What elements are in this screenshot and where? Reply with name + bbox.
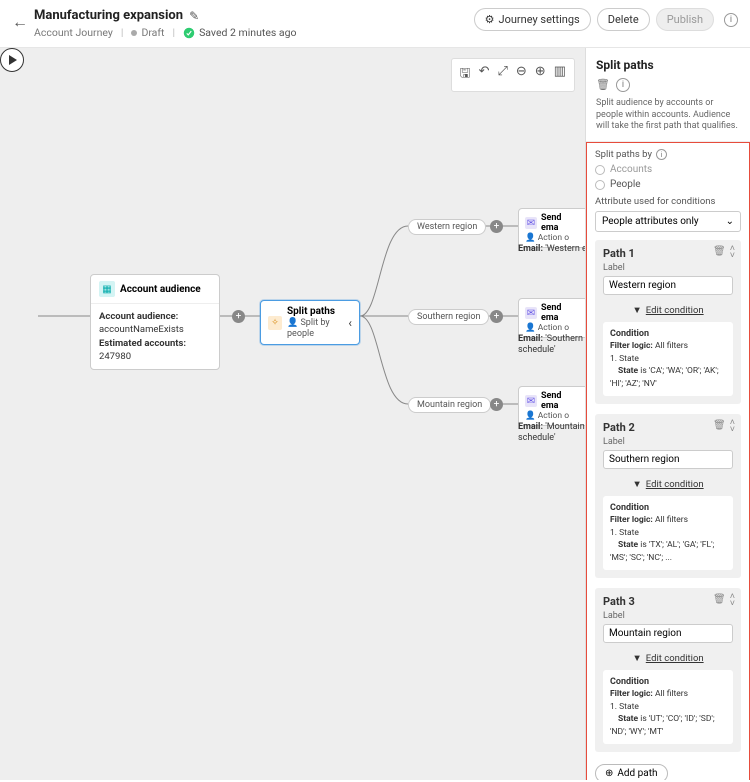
journey-subtitle: Account Journey bbox=[34, 26, 113, 39]
radio-accounts: Accounts bbox=[595, 164, 741, 175]
email-icon: ✉ bbox=[525, 217, 537, 229]
path-label-input[interactable] bbox=[603, 624, 733, 643]
split-title: Split paths bbox=[287, 306, 343, 317]
canvas-toolbar: 🖫 ↶ ⤢ ⊖ ⊕ ▥ bbox=[451, 58, 576, 92]
email-icon: ✉ bbox=[525, 307, 537, 319]
label-label: Label bbox=[603, 611, 733, 621]
plus-icon: ⊕ bbox=[605, 768, 613, 779]
email-desc: Email: 'Western e bbox=[518, 244, 585, 255]
label-label: Label bbox=[603, 263, 733, 273]
settings-icon: ⚙ bbox=[485, 13, 495, 26]
delete-path-icon[interactable]: 🗑 bbox=[713, 420, 726, 431]
map-icon[interactable]: ▥ bbox=[554, 64, 566, 86]
add-path-button[interactable]: ⊕ Add path bbox=[595, 764, 668, 780]
splitby-label: Split paths by i bbox=[595, 149, 741, 160]
path-card-3: Path 3 🗑 ˄ ˅ Label ▼ Edit condition Cond… bbox=[595, 588, 741, 752]
main: 🖫 ↶ ⤢ ⊖ ⊕ ▥ ▦ Account audience Account a bbox=[0, 48, 750, 780]
separator: | bbox=[172, 26, 175, 39]
audience-title: Account audience bbox=[120, 284, 201, 295]
radio-people: People bbox=[595, 179, 741, 190]
panel-desc: Split audience by accounts or people wit… bbox=[586, 98, 750, 142]
split-paths-node[interactable]: �branching ✧ Split paths 👤 Split by peop… bbox=[260, 300, 360, 345]
chevron-down-icon: ⌄ bbox=[726, 216, 734, 227]
path-label-input[interactable] bbox=[603, 276, 733, 295]
path-card-1: Path 1 🗑 ˄ ˅ Label ▼ Edit condition Cond… bbox=[595, 240, 741, 404]
path-card-2: Path 2 🗑 ˄ ˅ Label ▼ Edit condition Cond… bbox=[595, 414, 741, 578]
info-icon[interactable]: i bbox=[656, 149, 667, 160]
header-actions: ⚙ Journey settings Delete Publish i bbox=[474, 8, 738, 31]
save-icon[interactable]: 🖫 bbox=[460, 64, 471, 86]
condition-box: Condition Filter logic: All filters 1. S… bbox=[603, 496, 733, 570]
undo-icon[interactable]: ↶ bbox=[479, 64, 490, 86]
condition-box: Condition Filter logic: All filters 1. S… bbox=[603, 670, 733, 744]
add-node-plus[interactable]: + bbox=[490, 220, 503, 233]
path-pill-western[interactable]: Western region bbox=[408, 219, 486, 235]
audience-icon: ▦ bbox=[99, 281, 115, 297]
panel-title: Split paths bbox=[596, 58, 740, 72]
move-down-icon[interactable]: ˅ bbox=[730, 427, 735, 434]
edit-condition-link[interactable]: ▼ Edit condition bbox=[603, 653, 733, 664]
fit-icon[interactable]: ⤢ bbox=[497, 64, 507, 86]
filter-icon: ▼ bbox=[632, 305, 641, 316]
journey-settings-button[interactable]: ⚙ Journey settings bbox=[474, 8, 591, 31]
attr-label: Attribute used for conditions bbox=[595, 196, 741, 207]
attr-select[interactable]: People attributes only ⌄ bbox=[595, 211, 741, 232]
info-icon[interactable]: i bbox=[616, 78, 630, 92]
connectors bbox=[0, 48, 585, 780]
delete-node-icon[interactable]: 🗑 bbox=[596, 78, 610, 92]
saved-indicator: Saved 2 minutes ago bbox=[183, 26, 296, 39]
config-section: Split paths by i Accounts People Attribu… bbox=[586, 142, 750, 780]
publish-button: Publish bbox=[656, 8, 714, 31]
delete-path-icon[interactable]: 🗑 bbox=[713, 594, 726, 605]
header: ← Manufacturing expansion ✎ Account Jour… bbox=[0, 0, 750, 48]
add-node-plus[interactable]: + bbox=[490, 398, 503, 411]
properties-panel: Split paths 🗑 i Split audience by accoun… bbox=[585, 48, 750, 780]
title-block: Manufacturing expansion ✎ Account Journe… bbox=[34, 8, 474, 39]
info-icon[interactable]: i bbox=[724, 13, 738, 27]
send-email-node[interactable]: ✉Send ema 👤 Action o bbox=[518, 386, 585, 426]
journey-canvas[interactable]: 🖫 ↶ ⤢ ⊖ ⊕ ▥ ▦ Account audience Account a bbox=[0, 48, 585, 780]
move-down-icon[interactable]: ˅ bbox=[730, 253, 735, 260]
filter-icon: ▼ bbox=[632, 653, 641, 664]
edit-condition-link[interactable]: ▼ Edit condition bbox=[603, 305, 733, 316]
back-arrow-icon[interactable]: ← bbox=[12, 8, 34, 32]
email-desc: Email: 'Mountain schedule' bbox=[518, 422, 585, 444]
delete-path-icon[interactable]: 🗑 bbox=[713, 246, 726, 257]
add-node-plus[interactable]: + bbox=[232, 310, 245, 323]
split-sub: 👤 Split by people bbox=[287, 318, 330, 339]
chevron-left-icon[interactable]: ‹ bbox=[348, 316, 352, 330]
move-down-icon[interactable]: ˅ bbox=[730, 601, 735, 608]
journey-title: Manufacturing expansion bbox=[34, 8, 183, 23]
path-pill-southern[interactable]: Southern region bbox=[408, 309, 489, 325]
start-node[interactable] bbox=[0, 48, 24, 72]
path-label-input[interactable] bbox=[603, 450, 733, 469]
delete-button[interactable]: Delete bbox=[597, 8, 650, 31]
edit-title-icon[interactable]: ✎ bbox=[189, 9, 199, 23]
audience-node[interactable]: ▦ Account audience Account audience: acc… bbox=[90, 274, 220, 370]
filter-icon: ▼ bbox=[632, 479, 641, 490]
zoom-in-icon[interactable]: ⊕ bbox=[535, 64, 546, 86]
email-desc: Email: 'Southern schedule' bbox=[518, 334, 585, 356]
audience-body: Account audience: accountNameExists Esti… bbox=[91, 304, 219, 369]
add-node-plus[interactable]: + bbox=[490, 310, 503, 323]
zoom-out-icon[interactable]: ⊖ bbox=[516, 64, 527, 86]
email-icon: ✉ bbox=[525, 395, 537, 407]
separator: | bbox=[121, 26, 124, 39]
label-label: Label bbox=[603, 437, 733, 447]
path-pill-mountain[interactable]: Mountain region bbox=[408, 397, 491, 413]
edit-condition-link[interactable]: ▼ Edit condition bbox=[603, 479, 733, 490]
send-email-node[interactable]: ✉Send ema 👤 Action o bbox=[518, 208, 585, 248]
status-badge: Draft bbox=[131, 26, 164, 39]
split-icon: ✧ bbox=[268, 316, 282, 330]
condition-box: Condition Filter logic: All filters 1. S… bbox=[603, 322, 733, 396]
send-email-node[interactable]: ✉Send ema 👤 Action o bbox=[518, 298, 585, 338]
